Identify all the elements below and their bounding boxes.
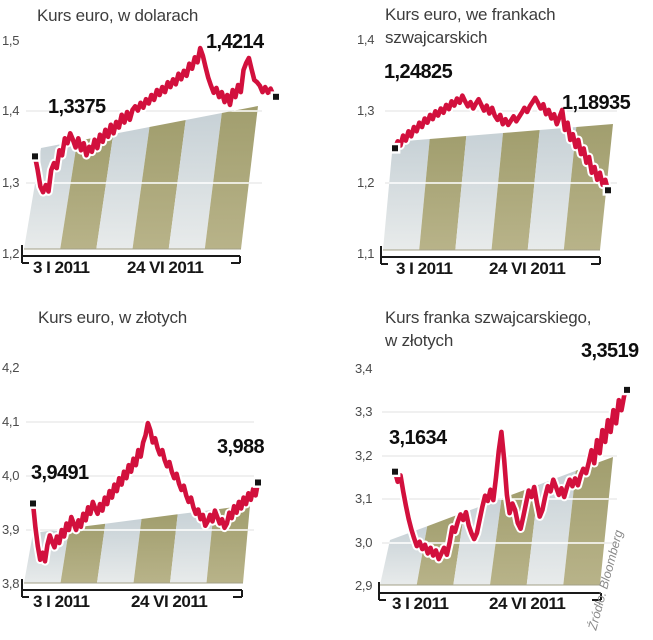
eur-pln-start-value: 3,9491 (31, 462, 89, 484)
y-axis-label-eur-usd: 1,3 (2, 175, 20, 190)
end-marker (252, 477, 264, 488)
olive-stripe (563, 124, 613, 250)
y-axis-label-chf-pln: 3,2 (355, 448, 373, 463)
y-axis-label-eur-chf: 1,3 (357, 103, 375, 118)
olive-stripe (132, 120, 186, 249)
eur-chf-start-value: 1,24825 (384, 61, 453, 83)
y-axis-label-eur-usd: 1,4 (2, 103, 20, 118)
x-axis-label-eur-pln: 3 I 2011 (33, 592, 90, 611)
chart-chf-pln-title-line1: Kurs franka szwajcarskiego, (385, 308, 592, 327)
eur-chf-end-value: 1,18935 (562, 92, 631, 114)
chart-eur-chf-plot (380, 91, 617, 265)
chart-eur-usd-title: Kurs euro, w dolarach (37, 6, 199, 25)
y-axis-label-eur-usd: 1,5 (2, 33, 20, 48)
olive-stripe (60, 523, 106, 583)
x-axis-label-eur-usd: 3 I 2011 (33, 258, 90, 277)
chart-eur-chf-title-line1: Kurs euro, we frankach (385, 5, 556, 24)
chart-chf-pln-plot (378, 384, 633, 601)
x-axis-label-chf-pln: 24 VI 2011 (489, 594, 566, 613)
light-stripe (383, 139, 430, 250)
plot-plane (383, 124, 613, 250)
x-axis-label-eur-pln: 24 VI 2011 (131, 592, 208, 611)
end-marker (602, 184, 614, 196)
y-axis-label-eur-pln: 4,2 (2, 360, 20, 375)
start-marker (29, 150, 41, 162)
start-marker (389, 466, 401, 478)
start-marker (27, 498, 39, 509)
olive-stripe (133, 514, 178, 583)
x-axis-label-eur-usd: 24 VI 2011 (127, 258, 204, 277)
x-axis-bracket (380, 246, 601, 265)
x-axis-bracket (21, 245, 241, 264)
eur-pln-end-value: 3,988 (217, 436, 265, 458)
y-axis-label-eur-pln: 3,9 (2, 522, 20, 537)
y-axis-label-chf-pln: 2,9 (355, 578, 373, 593)
olive-stripe (60, 134, 114, 249)
y-axis-label-eur-chf: 1,2 (357, 175, 375, 190)
y-axis-label-chf-pln: 3,4 (355, 361, 373, 376)
light-stripe (97, 519, 142, 583)
price-line (32, 45, 279, 195)
olive-stripe (491, 130, 540, 250)
light-stripe (455, 133, 503, 250)
y-axis-label-chf-pln: 3,3 (355, 404, 373, 419)
chart-eur-chf-title-line2: szwajcarskich (385, 28, 488, 47)
x-axis-bracket (378, 582, 602, 601)
end-marker (270, 91, 282, 103)
y-axis-label-eur-pln: 4,1 (2, 414, 20, 429)
y-axis-label-chf-pln: 3,0 (355, 535, 373, 550)
olive-stripe (419, 136, 467, 250)
chart-eur-usd-plot (21, 43, 282, 264)
chart-eur-pln-title: Kurs euro, w złotych (38, 308, 188, 327)
x-axis-label-eur-chf: 3 I 2011 (396, 259, 453, 278)
chart-chf-pln-title-line2: w złotych (385, 331, 454, 350)
x-axis-label-chf-pln: 3 I 2011 (392, 594, 449, 613)
chart-eur-pln-plot (21, 418, 264, 598)
olive-stripe (204, 106, 258, 249)
x-axis-label-eur-chf: 24 VI 2011 (489, 259, 566, 278)
chf-pln-end-value: 3,3519 (581, 340, 639, 362)
y-axis-label-eur-pln: 3,8 (2, 576, 20, 591)
light-stripe (527, 127, 577, 250)
price-line (392, 387, 630, 562)
y-axis-label-eur-chf: 1,4 (357, 32, 375, 47)
y-axis-label-eur-chf: 1,1 (357, 246, 375, 261)
start-marker (389, 142, 401, 154)
plot-plane (24, 106, 258, 249)
y-axis-label-eur-usd: 1,2 (2, 246, 20, 261)
eur-usd-end-value: 1,4214 (206, 31, 264, 53)
x-axis-bracket (21, 579, 243, 598)
y-axis-label-chf-pln: 3,1 (355, 491, 373, 506)
end-marker (621, 384, 633, 396)
price-line (392, 93, 611, 193)
light-stripe (96, 127, 150, 249)
chf-pln-start-value: 3,1634 (389, 427, 447, 449)
eur-usd-start-value: 1,3375 (48, 96, 106, 118)
y-axis-label-eur-pln: 4,0 (2, 468, 20, 483)
price-line (30, 420, 261, 564)
light-stripe (168, 113, 222, 249)
